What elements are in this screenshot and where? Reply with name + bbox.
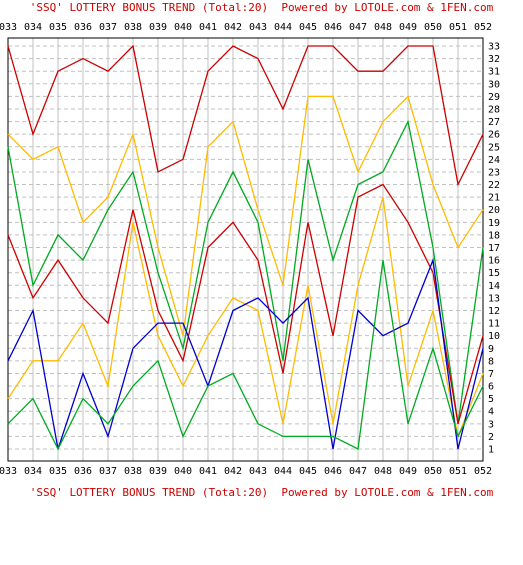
y-tick-label: 22: [488, 180, 500, 191]
y-tick-label: 23: [488, 167, 500, 178]
y-tick-label: 6: [488, 382, 494, 393]
y-tick-label: 21: [488, 193, 500, 204]
y-tick-label: 12: [488, 306, 500, 317]
y-tick-label: 18: [488, 230, 500, 241]
x-tick-label-bottom: 045: [299, 466, 317, 477]
series-lines: [7, 44, 484, 451]
x-tick-label-bottom: 038: [124, 466, 142, 477]
y-tick-label: 28: [488, 104, 500, 115]
x-tick-label-top: 048: [374, 22, 392, 33]
series-line-1: [7, 44, 484, 187]
y-tick-label: 25: [488, 142, 500, 153]
y-tick-label: 16: [488, 256, 500, 267]
x-tick-label-bottom: 048: [374, 466, 392, 477]
y-tick-label: 19: [488, 218, 500, 229]
x-tick-label-top: 039: [149, 22, 167, 33]
x-tick-label-top: 042: [224, 22, 242, 33]
x-tick-label-bottom: 043: [249, 466, 267, 477]
x-tick-label-bottom: 051: [449, 466, 467, 477]
y-tick-label: 10: [488, 331, 500, 342]
x-tick-label-bottom: 047: [349, 466, 367, 477]
x-tick-label-bottom: 041: [199, 466, 217, 477]
x-tick-label-bottom: 034: [24, 466, 42, 477]
y-tick-label: 3: [488, 419, 494, 430]
y-tick-label: 32: [488, 54, 500, 65]
y-tick-label: 30: [488, 79, 500, 90]
x-tick-label-top: 034: [24, 22, 42, 33]
x-tick-label-bottom: 036: [74, 466, 92, 477]
series-line-2: [7, 95, 484, 336]
chart-title: 'SSQ' LOTTERY BONUS TREND (Total:20) Pow…: [29, 1, 494, 14]
grid: [7, 38, 484, 461]
x-tick-label-top: 046: [324, 22, 342, 33]
y-axis-ticks: 1234567891011121314151617181920212223242…: [488, 42, 500, 456]
y-tick-label: 2: [488, 432, 494, 443]
y-tick-label: 29: [488, 92, 500, 103]
series-line-7: [7, 260, 484, 451]
y-tick-label: 17: [488, 243, 500, 254]
x-tick-label-top: 037: [99, 22, 117, 33]
x-tick-label-top: 044: [274, 22, 292, 33]
y-tick-label: 5: [488, 394, 494, 405]
x-tick-label-top: 051: [449, 22, 467, 33]
y-tick-label: 24: [488, 155, 500, 166]
y-tick-label: 13: [488, 293, 500, 304]
x-tick-label-top: 049: [399, 22, 417, 33]
series-line-6: [7, 257, 484, 450]
series-line-4: [7, 183, 484, 424]
x-tick-label-bottom: 039: [149, 466, 167, 477]
x-tick-label-bottom: 049: [399, 466, 417, 477]
x-tick-label-top: 052: [474, 22, 492, 33]
x-tick-label-bottom: 046: [324, 466, 342, 477]
x-tick-label-bottom: 035: [49, 466, 67, 477]
y-tick-label: 8: [488, 356, 494, 367]
x-tick-label-bottom: 037: [99, 466, 117, 477]
x-axis-ticks: 033 033 034 034 035 035 036 036 037 037 038 038 039 0…: [0, 22, 492, 477]
y-tick-label: 31: [488, 67, 500, 78]
y-tick-label: 9: [488, 344, 494, 355]
x-tick-label-bottom: 040: [174, 466, 192, 477]
y-tick-label: 14: [488, 281, 500, 292]
series-line-5: [7, 196, 484, 439]
x-tick-label-top: 043: [249, 22, 267, 33]
x-tick-label-top: 036: [74, 22, 92, 33]
x-tick-label-top: 041: [199, 22, 217, 33]
x-tick-label-bottom: 052: [474, 466, 492, 477]
x-tick-label-bottom: 050: [424, 466, 442, 477]
x-tick-label-top: 038: [124, 22, 142, 33]
y-tick-label: 27: [488, 117, 500, 128]
x-tick-label-top: 033: [0, 22, 17, 33]
y-tick-label: 33: [488, 42, 500, 53]
x-tick-label-top: 045: [299, 22, 317, 33]
x-tick-label-bottom: 033: [0, 466, 17, 477]
x-tick-label-top: 047: [349, 22, 367, 33]
x-tick-label-top: 040: [174, 22, 192, 33]
y-tick-label: 26: [488, 130, 500, 141]
x-tick-label-bottom: 044: [274, 466, 292, 477]
series-line-3: [7, 119, 484, 424]
y-tick-label: 7: [488, 369, 494, 380]
y-tick-label: 15: [488, 268, 500, 279]
x-tick-label-top: 050: [424, 22, 442, 33]
y-tick-label: 4: [488, 407, 494, 418]
y-tick-label: 11: [488, 319, 500, 330]
x-tick-label-bottom: 042: [224, 466, 242, 477]
x-tick-label-top: 035: [49, 22, 67, 33]
chart-footer: 'SSQ' LOTTERY BONUS TREND (Total:20) Pow…: [29, 486, 494, 499]
y-tick-label: 1: [488, 445, 494, 456]
y-tick-label: 20: [488, 205, 500, 216]
